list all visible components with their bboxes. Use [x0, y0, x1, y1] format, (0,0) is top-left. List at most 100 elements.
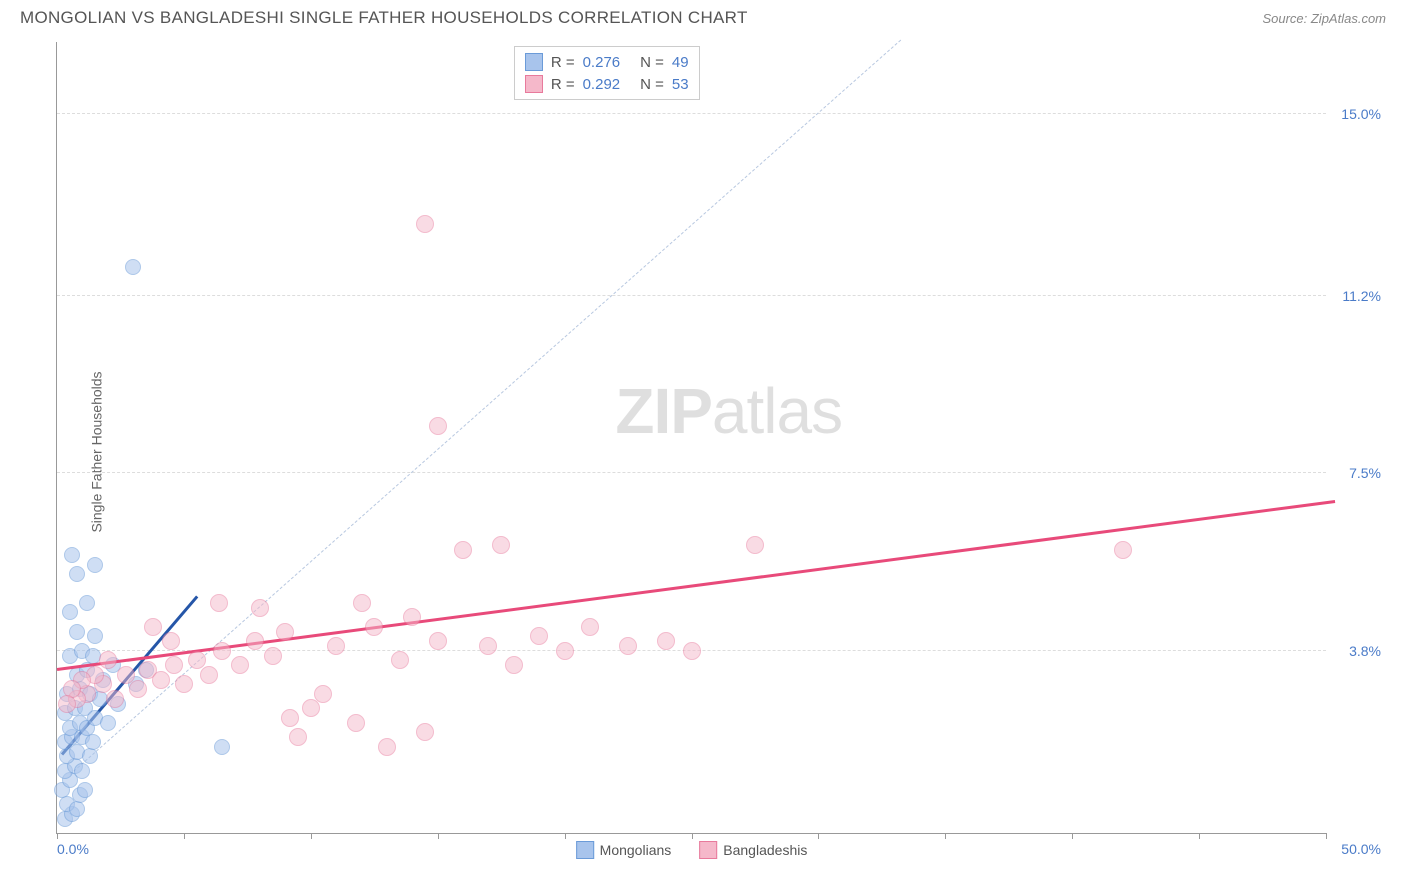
x-tick — [1072, 833, 1073, 839]
data-point — [391, 651, 409, 669]
data-point — [479, 637, 497, 655]
chart-container: Single Father Households ZIPatlas 3.8%7.… — [48, 42, 1386, 862]
x-tick — [945, 833, 946, 839]
grid-line-h — [57, 472, 1326, 473]
data-point — [327, 637, 345, 655]
chart-title: MONGOLIAN VS BANGLADESHI SINGLE FATHER H… — [20, 8, 748, 28]
data-point — [69, 801, 85, 817]
x-tick — [818, 833, 819, 839]
y-tick-label: 7.5% — [1349, 465, 1381, 481]
data-point — [556, 642, 574, 660]
stats-box: R =0.276N =49R =0.292N =53 — [514, 46, 700, 100]
data-point — [530, 627, 548, 645]
scatter-plot: ZIPatlas 3.8%7.5%11.2%15.0%0.0%50.0%R =0… — [56, 42, 1326, 834]
data-point — [378, 738, 396, 756]
data-point — [162, 632, 180, 650]
data-point — [214, 739, 230, 755]
stat-r-value: 0.292 — [583, 76, 621, 93]
stat-n-label: N = — [640, 76, 664, 93]
watermark-bold: ZIP — [615, 375, 712, 447]
data-point — [246, 632, 264, 650]
stat-n-label: N = — [640, 54, 664, 71]
y-tick-label: 15.0% — [1341, 106, 1381, 122]
data-point — [683, 642, 701, 660]
legend-item: Bangladeshis — [699, 841, 807, 859]
watermark: ZIPatlas — [615, 374, 842, 448]
x-tick-label: 0.0% — [57, 841, 89, 857]
data-point — [74, 763, 90, 779]
data-point — [129, 680, 147, 698]
data-point — [69, 566, 85, 582]
data-point — [416, 215, 434, 233]
data-point — [87, 557, 103, 573]
data-point — [210, 594, 228, 612]
data-point — [492, 536, 510, 554]
stat-r-label: R = — [551, 54, 575, 71]
data-point — [276, 623, 294, 641]
grid-line-h — [57, 113, 1326, 114]
data-point — [231, 656, 249, 674]
x-tick — [1326, 833, 1327, 839]
data-point — [152, 671, 170, 689]
data-point — [144, 618, 162, 636]
legend-item: Mongolians — [576, 841, 672, 859]
stat-n-value: 53 — [672, 76, 689, 93]
data-point — [175, 675, 193, 693]
data-point — [302, 699, 320, 717]
data-point — [289, 728, 307, 746]
data-point — [403, 608, 421, 626]
data-point — [1114, 541, 1132, 559]
data-point — [619, 637, 637, 655]
data-point — [125, 259, 141, 275]
y-tick-label: 3.8% — [1349, 643, 1381, 659]
data-point — [505, 656, 523, 674]
data-point — [353, 594, 371, 612]
chart-legend: Mongolians Bangladeshis — [576, 841, 808, 859]
data-point — [77, 782, 93, 798]
data-point — [64, 547, 80, 563]
grid-line-h — [57, 295, 1326, 296]
data-point — [264, 647, 282, 665]
data-point — [365, 618, 383, 636]
data-point — [429, 417, 447, 435]
data-point — [99, 651, 117, 669]
data-point — [746, 536, 764, 554]
x-tick — [184, 833, 185, 839]
data-point — [69, 624, 85, 640]
x-tick — [311, 833, 312, 839]
x-tick — [565, 833, 566, 839]
x-tick — [438, 833, 439, 839]
legend-swatch — [699, 841, 717, 859]
legend-label: Mongolians — [600, 842, 672, 858]
stat-r-label: R = — [551, 76, 575, 93]
data-point — [87, 628, 103, 644]
x-tick — [692, 833, 693, 839]
source-attribution: Source: ZipAtlas.com — [1262, 11, 1386, 26]
x-tick — [57, 833, 58, 839]
data-point — [314, 685, 332, 703]
data-point — [58, 695, 76, 713]
legend-swatch — [525, 75, 543, 93]
data-point — [281, 709, 299, 727]
stats-row: R = 0.292 N = 53 — [525, 73, 689, 95]
data-point — [106, 690, 124, 708]
stats-row: R =0.276N =49 — [525, 51, 689, 73]
data-point — [82, 748, 98, 764]
x-tick — [1199, 833, 1200, 839]
data-point — [657, 632, 675, 650]
legend-swatch — [576, 841, 594, 859]
legend-swatch — [525, 53, 543, 71]
data-point — [429, 632, 447, 650]
legend-label: Bangladeshis — [723, 842, 807, 858]
data-point — [79, 595, 95, 611]
data-point — [100, 715, 116, 731]
data-point — [581, 618, 599, 636]
data-point — [200, 666, 218, 684]
data-point — [85, 734, 101, 750]
data-point — [454, 541, 472, 559]
data-point — [62, 604, 78, 620]
data-point — [251, 599, 269, 617]
data-point — [165, 656, 183, 674]
stat-n-value: 49 — [672, 54, 689, 71]
data-point — [416, 723, 434, 741]
